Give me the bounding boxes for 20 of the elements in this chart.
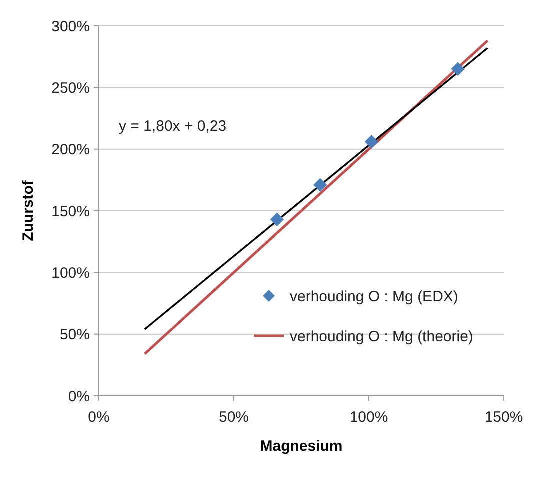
point	[364, 135, 379, 149]
y-tick-label: 0%	[68, 388, 90, 406]
x-tick-label: 100%	[350, 409, 388, 426]
point	[451, 62, 465, 76]
y-tick-label: 200%	[52, 142, 90, 159]
y-axis-title: Zuurstof	[20, 180, 37, 242]
y-tick-label: 150%	[52, 203, 90, 220]
legend-label: verhouding O : Mg (EDX)	[290, 288, 458, 306]
x-tick-label: 0%	[88, 409, 110, 426]
y-tick-label: 250%	[52, 80, 90, 97]
x-tick-label: 150%	[484, 409, 524, 426]
point	[314, 178, 328, 192]
point	[270, 212, 284, 226]
x-tick-label: 50%	[218, 409, 250, 426]
x-axis-title: Magnesium	[260, 438, 343, 455]
legend-label: verhouding O : Mg (theorie)	[290, 328, 474, 346]
y-tick-label: 100%	[52, 264, 90, 282]
annotation: y = 1,80x + 0,23	[119, 118, 227, 135]
y-tick-label: 50%	[60, 326, 90, 344]
y-tick-label: 300%	[52, 18, 90, 36]
